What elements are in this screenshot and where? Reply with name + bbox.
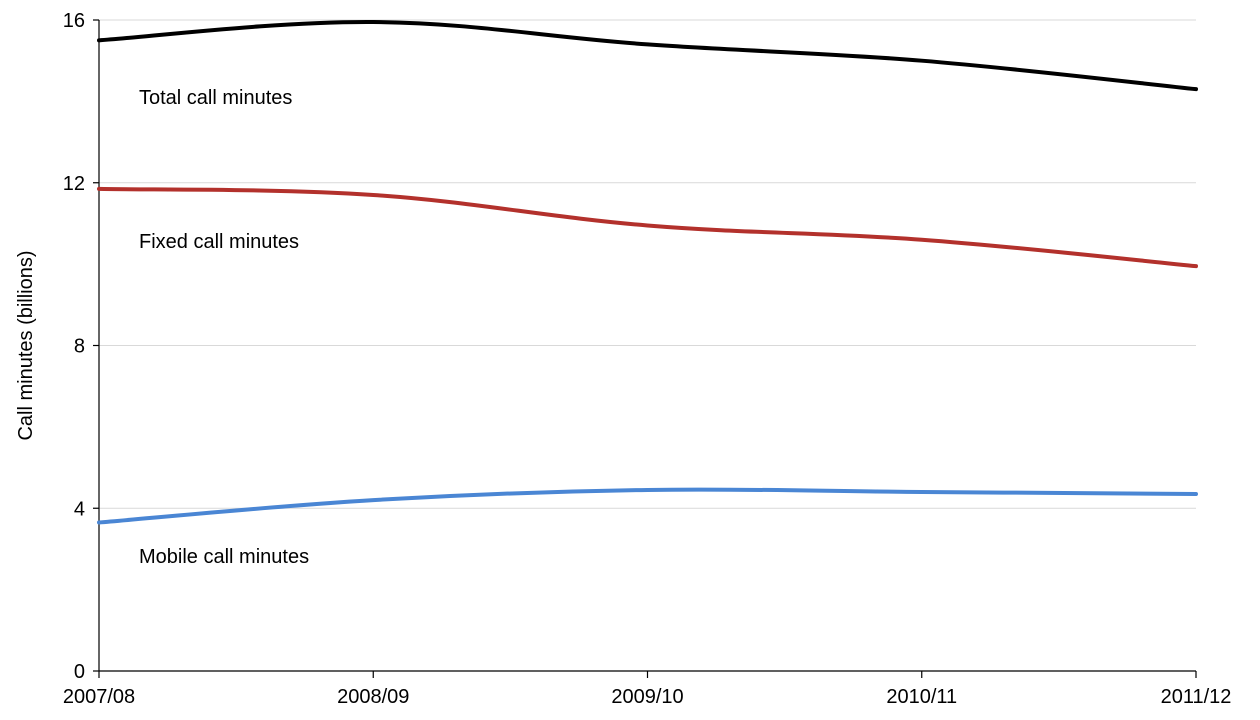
series-line-mobile-call-minutes [97,487,1198,525]
gridlines [99,19,1196,509]
x-tick-label: 2007/08 [63,686,135,708]
y-tick-label: 8 [74,336,85,358]
axes [93,19,1197,678]
y-axis-title: Call minutes (billions) [15,250,37,440]
series-labels: Total call minutes Fixed call minutes Mobi… [139,87,309,568]
y-tick-labels: 0 4 8 12 16 [63,10,85,683]
x-tick-labels: 2007/08 2008/09 2009/10 2010/11 2011/12 [63,686,1232,708]
series-label: Fixed call minutes [139,231,299,253]
series-label: Total call minutes [139,87,292,109]
x-tick-label: 2008/09 [337,686,409,708]
y-tick-label: 0 [74,661,85,683]
y-tick-label: 12 [63,173,85,195]
series-lines [97,20,1198,525]
series-label: Mobile call minutes [139,546,309,568]
y-tick-label: 16 [63,10,85,32]
series-line-total-call-minutes [97,20,1198,92]
x-tick-label: 2011/12 [1161,686,1232,708]
x-tick-label: 2010/11 [886,686,957,708]
y-tick-label: 4 [74,498,85,520]
series-line-fixed-call-minutes [97,186,1198,269]
x-tick-label: 2009/10 [611,686,683,708]
